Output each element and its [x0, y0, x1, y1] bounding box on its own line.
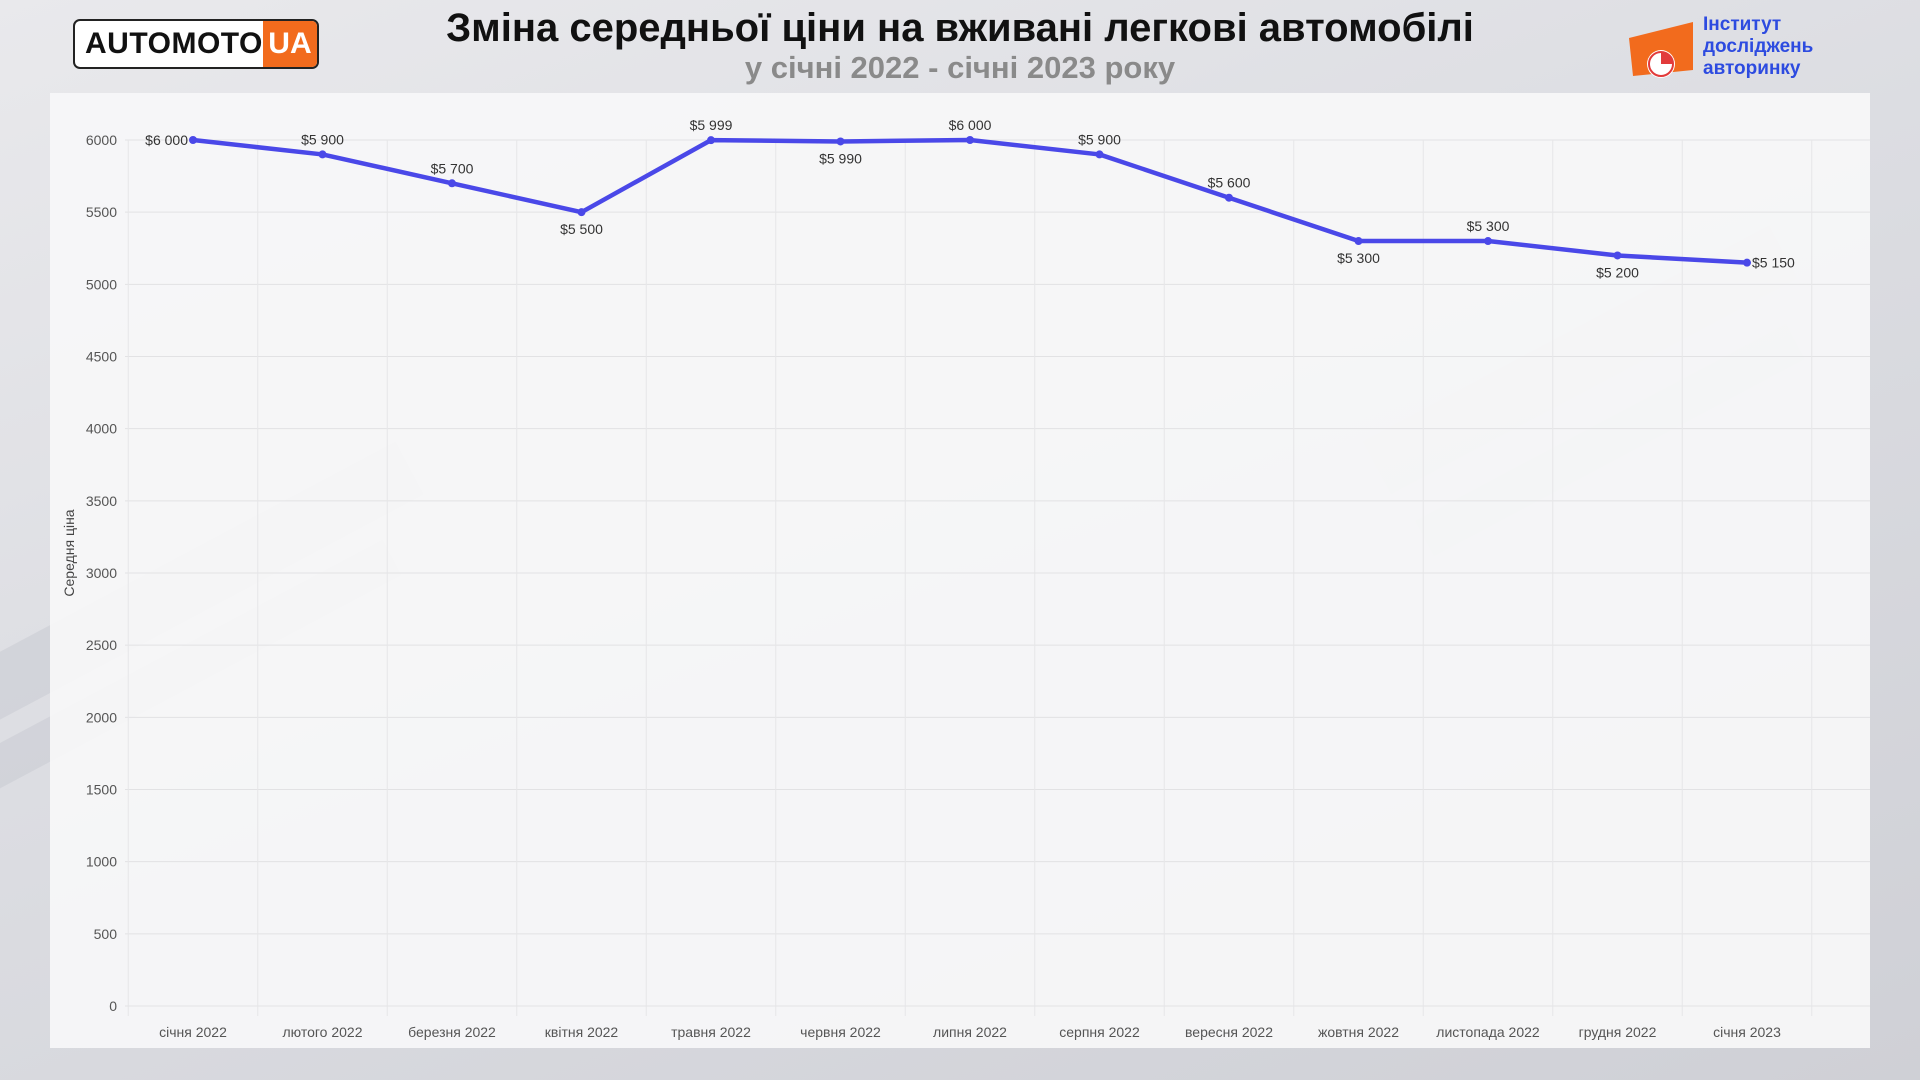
data-label: $5 300	[1337, 250, 1380, 266]
chart-subtitle: у січні 2022 - січні 2023 року	[744, 50, 1176, 85]
institute-logo-icon	[1629, 22, 1693, 78]
x-tick-label: серпня 2022	[1059, 1024, 1140, 1040]
data-label: $6 000	[145, 132, 188, 148]
y-tick-label: 0	[109, 998, 117, 1014]
y-tick-label: 3000	[86, 565, 117, 581]
data-point	[1484, 237, 1492, 246]
y-tick-label: 6000	[86, 132, 117, 148]
y-tick-label: 500	[94, 926, 118, 942]
data-label: $5 700	[431, 160, 474, 176]
x-tick-label: червня 2022	[800, 1024, 881, 1040]
y-tick-label: 1000	[86, 854, 117, 870]
data-point	[836, 137, 845, 146]
data-point	[1225, 193, 1233, 202]
price-line-chart: 0 500 1000 1500 2000 2500 3000 3500 4000 4500 5000…	[61, 117, 1870, 1040]
x-tick-label: січня 2023	[1713, 1024, 1781, 1040]
x-tick-label: липня 2022	[933, 1024, 1007, 1040]
data-point	[318, 150, 327, 159]
y-tick-label: 2000	[86, 709, 117, 725]
data-point	[1613, 251, 1622, 260]
data-point	[1743, 258, 1751, 267]
data-label: $6 000	[949, 117, 992, 133]
chart-title: Зміна середньої ціни на вживані легкові …	[446, 6, 1474, 50]
institute-logo-line-1: Інститут	[1703, 14, 1782, 35]
data-label: $5 900	[301, 131, 344, 147]
y-tick-label: 1500	[86, 782, 117, 798]
y-tick-label: 5000	[86, 276, 117, 292]
x-tick-label: лютого 2022	[282, 1024, 362, 1040]
x-tick-label: жовтня 2022	[1318, 1024, 1399, 1040]
data-label: $5 990	[819, 150, 862, 166]
data-label: $5 300	[1467, 218, 1510, 234]
x-tick-label: травня 2022	[671, 1024, 751, 1040]
automoto-ua-logo: AUTOMOTO UA	[73, 19, 319, 69]
y-tick-label: 5500	[86, 204, 117, 220]
data-label: $5 200	[1596, 264, 1639, 280]
chart-panel: 0 500 1000 1500 2000 2500 3000 3500 4000 4500 5000…	[50, 93, 1870, 1048]
x-tick-label: грудня 2022	[1579, 1024, 1657, 1040]
series-line	[190, 137, 1750, 265]
institute-logo-line-2: досліджень	[1703, 36, 1814, 57]
x-tick-label: листопада 2022	[1436, 1024, 1540, 1040]
data-point	[707, 136, 715, 145]
y-tick-label: 4000	[86, 421, 117, 437]
data-label: $5 500	[560, 221, 603, 237]
data-point	[966, 136, 974, 144]
data-point	[1354, 237, 1363, 246]
data-point	[189, 136, 197, 144]
y-axis-label: Середня ціна	[61, 509, 77, 596]
y-tick-label: 2500	[86, 637, 117, 653]
data-point	[448, 179, 456, 188]
data-label: $5 999	[690, 117, 733, 133]
logo-automoto-word: AUTOMOTO	[85, 27, 263, 60]
x-tick-label: січня 2022	[159, 1024, 227, 1040]
data-label: $5 150	[1752, 255, 1795, 271]
x-tick-label: березня 2022	[408, 1024, 496, 1040]
x-tick-label: вересня 2022	[1185, 1024, 1273, 1040]
logo-ua-badge: UA	[262, 21, 317, 67]
data-point	[577, 208, 586, 217]
data-label: $5 900	[1078, 131, 1121, 147]
institute-logo: Інститут досліджень авторинку	[1623, 14, 1863, 84]
data-point	[1095, 150, 1104, 159]
y-tick-label: 4500	[86, 349, 117, 365]
institute-logo-line-3: авторинку	[1703, 58, 1801, 79]
data-label: $5 600	[1208, 175, 1251, 191]
x-tick-label: квітня 2022	[545, 1024, 619, 1040]
y-tick-label: 3500	[86, 493, 117, 509]
